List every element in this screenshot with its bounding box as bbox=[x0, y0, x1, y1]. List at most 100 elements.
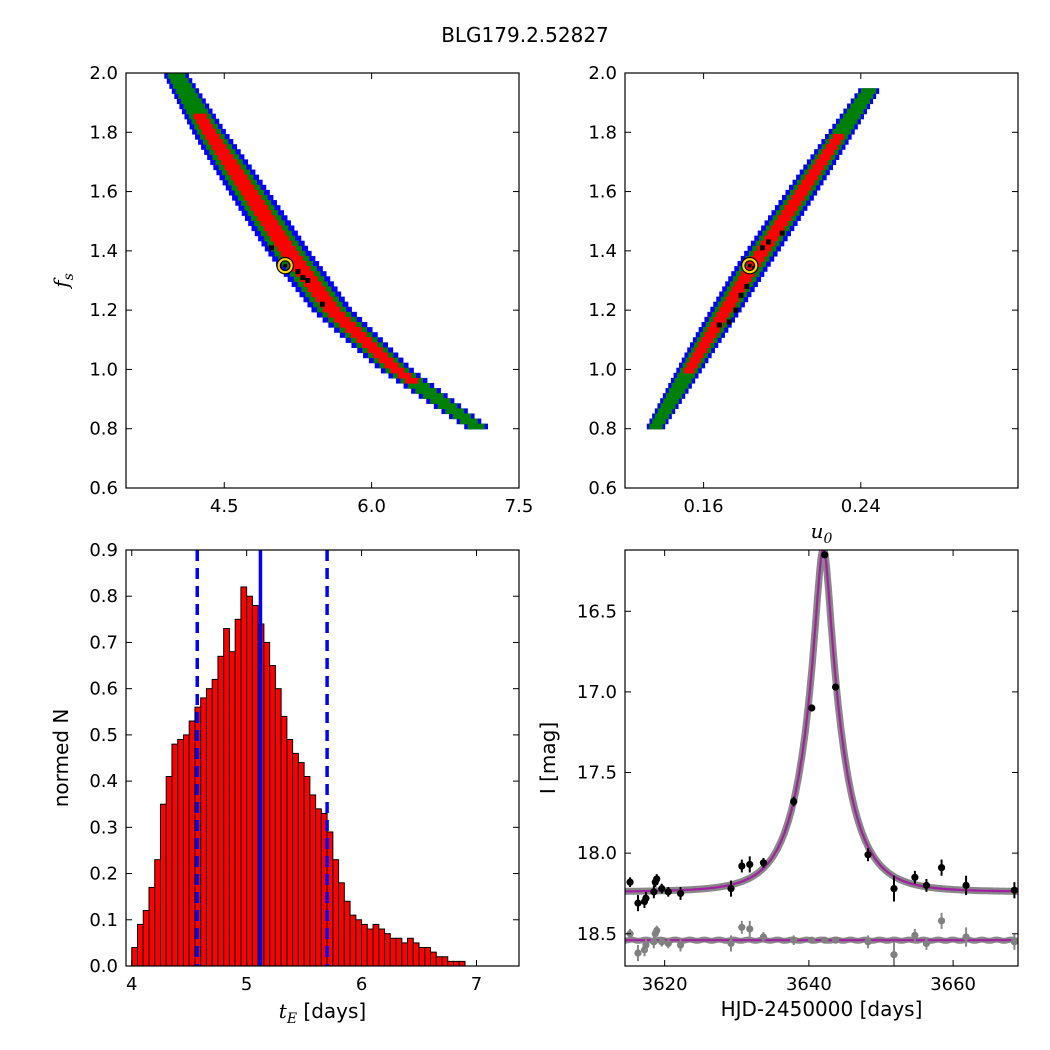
fs-u0-inner-cell bbox=[798, 184, 812, 191]
data-point bbox=[937, 864, 946, 872]
data-point bbox=[634, 899, 642, 907]
histogram-bar bbox=[200, 697, 207, 967]
fs-u0-inner-cell bbox=[731, 286, 746, 293]
fs-tE-xtick-label: 7.5 bbox=[505, 496, 534, 517]
light-curve-ylabel: I [mag] bbox=[536, 722, 560, 794]
histogram-ytick-label: 0.9 bbox=[89, 540, 118, 561]
histogram-bar bbox=[159, 803, 167, 967]
residual-point bbox=[658, 938, 666, 946]
fs-tE-middle-cell bbox=[180, 98, 202, 105]
fs-u0-middle-cell bbox=[652, 418, 666, 425]
histogram-bar bbox=[355, 919, 363, 967]
data-point bbox=[808, 704, 816, 712]
fs-tE-middle-cell bbox=[422, 393, 444, 399]
fs-u0-middle-cell bbox=[671, 382, 689, 389]
histogram-ytick-label: 0.8 bbox=[89, 586, 118, 607]
fs-tE-inner-cell bbox=[307, 286, 326, 293]
residual-point bbox=[1010, 938, 1018, 946]
fs-u0-inner-cell bbox=[825, 144, 838, 150]
residual-point bbox=[653, 926, 661, 935]
data-point bbox=[911, 873, 919, 881]
fs-tE-inner-cell bbox=[214, 149, 231, 155]
fs-tE-inner-cell bbox=[217, 154, 234, 160]
fs-u0-middle-cell bbox=[832, 128, 852, 135]
fs-u0-middle-cell bbox=[861, 88, 877, 94]
fs-u0-inner-cell bbox=[832, 133, 844, 140]
fs-u0-xtick-label: 0.16 bbox=[684, 496, 724, 517]
fs-tE-inner-cell bbox=[303, 281, 322, 288]
data-point bbox=[642, 894, 650, 902]
light-curve-ytick-label: 17.5 bbox=[577, 763, 617, 784]
histogram-bar bbox=[343, 900, 351, 967]
fs-u0-inner-cell bbox=[722, 301, 736, 308]
histogram-bar bbox=[378, 928, 386, 967]
fs-tE-inner-cell bbox=[250, 205, 269, 211]
histogram-bar bbox=[246, 595, 253, 967]
fs-tE-inner-cell bbox=[237, 184, 255, 191]
fs-u0-inner-cell bbox=[683, 367, 695, 374]
fs-u0-inner-cell bbox=[750, 255, 765, 262]
fs-u0-inner-cell bbox=[804, 174, 818, 181]
residual-point bbox=[911, 931, 919, 939]
fs-tE-middle-cell bbox=[172, 83, 192, 89]
fs-u0-inner-cell bbox=[704, 332, 717, 338]
histogram-bar bbox=[223, 628, 230, 967]
fs-tE-inner-cell bbox=[273, 240, 293, 247]
fs-tE-inner-cell bbox=[397, 372, 412, 379]
data-point bbox=[890, 885, 898, 893]
fs-tE-inner-cell bbox=[230, 174, 248, 181]
fs-tE-inner-cell bbox=[356, 337, 373, 343]
fs-u0-axes: 0.16 0.24 0.6 0.8 1.0 1.2 1.4 1.6 1.8 2.0 bbox=[588, 63, 1019, 517]
histogram-bar bbox=[315, 808, 322, 967]
fs-tE-ytick-label: 1.0 bbox=[89, 359, 118, 380]
fs-u0-ytick-label: 1.2 bbox=[588, 300, 617, 321]
residual-point bbox=[746, 925, 754, 933]
fs-u0-inner-cell bbox=[777, 215, 792, 221]
histogram-bar bbox=[142, 910, 150, 967]
histogram-bar bbox=[274, 688, 282, 967]
histogram-frame bbox=[125, 549, 520, 967]
fs-u0-middle-cell bbox=[674, 377, 692, 384]
fs-u0-ytick-label: 2.0 bbox=[588, 63, 617, 84]
fs-tE-frame bbox=[125, 72, 520, 489]
light-curve-xlabel: HJD-2450000 [days] bbox=[721, 997, 923, 1021]
fs-u0-sample-point bbox=[716, 322, 722, 328]
histogram-bar bbox=[131, 947, 138, 967]
fs-u0-middle-cell bbox=[853, 98, 870, 105]
histogram-bar bbox=[211, 678, 219, 967]
fs-u0-frame bbox=[624, 72, 1019, 489]
histogram-bar bbox=[349, 914, 357, 967]
data-point bbox=[821, 551, 829, 559]
histogram-bar bbox=[251, 604, 259, 967]
fs-u0-middle-cell bbox=[839, 118, 858, 125]
fs-u0-inner-cell bbox=[692, 352, 704, 359]
light-curve-ytick-label: 17.0 bbox=[577, 682, 617, 703]
fs-tE-inner-cell bbox=[292, 266, 311, 272]
histogram-ytick-label: 0.0 bbox=[89, 956, 118, 977]
data-point bbox=[658, 885, 666, 893]
data-point bbox=[790, 797, 798, 806]
light-curve-xtick-label: 3660 bbox=[930, 974, 976, 995]
fs-u0-sample-point bbox=[744, 283, 750, 289]
fs-tE-ytick-label: 1.6 bbox=[89, 182, 118, 203]
fs-u0-heatmap bbox=[646, 88, 880, 430]
residual-point bbox=[727, 939, 735, 948]
fs-u0-middle-cell bbox=[649, 423, 663, 430]
fs-tE-middle-cell bbox=[178, 93, 199, 100]
fs-u0-middle-cell bbox=[665, 393, 683, 399]
histogram-bar bbox=[292, 752, 299, 967]
histogram-ytick-label: 0.7 bbox=[89, 632, 118, 653]
residual-point bbox=[650, 938, 658, 946]
histogram-bar bbox=[366, 928, 374, 967]
residual-point bbox=[922, 939, 931, 948]
fs-u0-inner-cell bbox=[710, 322, 723, 328]
histogram-bar bbox=[217, 655, 225, 967]
fs-tE-inner-cell bbox=[260, 220, 279, 227]
fs-u0-inner-cell bbox=[822, 149, 835, 155]
fs-tE-inner-cell bbox=[263, 225, 282, 232]
light-curve-xtick-label: 3620 bbox=[642, 974, 688, 995]
histogram-bars bbox=[131, 586, 466, 967]
fs-tE-inner-cell bbox=[270, 235, 289, 242]
fs-tE-inner-cell bbox=[253, 210, 272, 216]
